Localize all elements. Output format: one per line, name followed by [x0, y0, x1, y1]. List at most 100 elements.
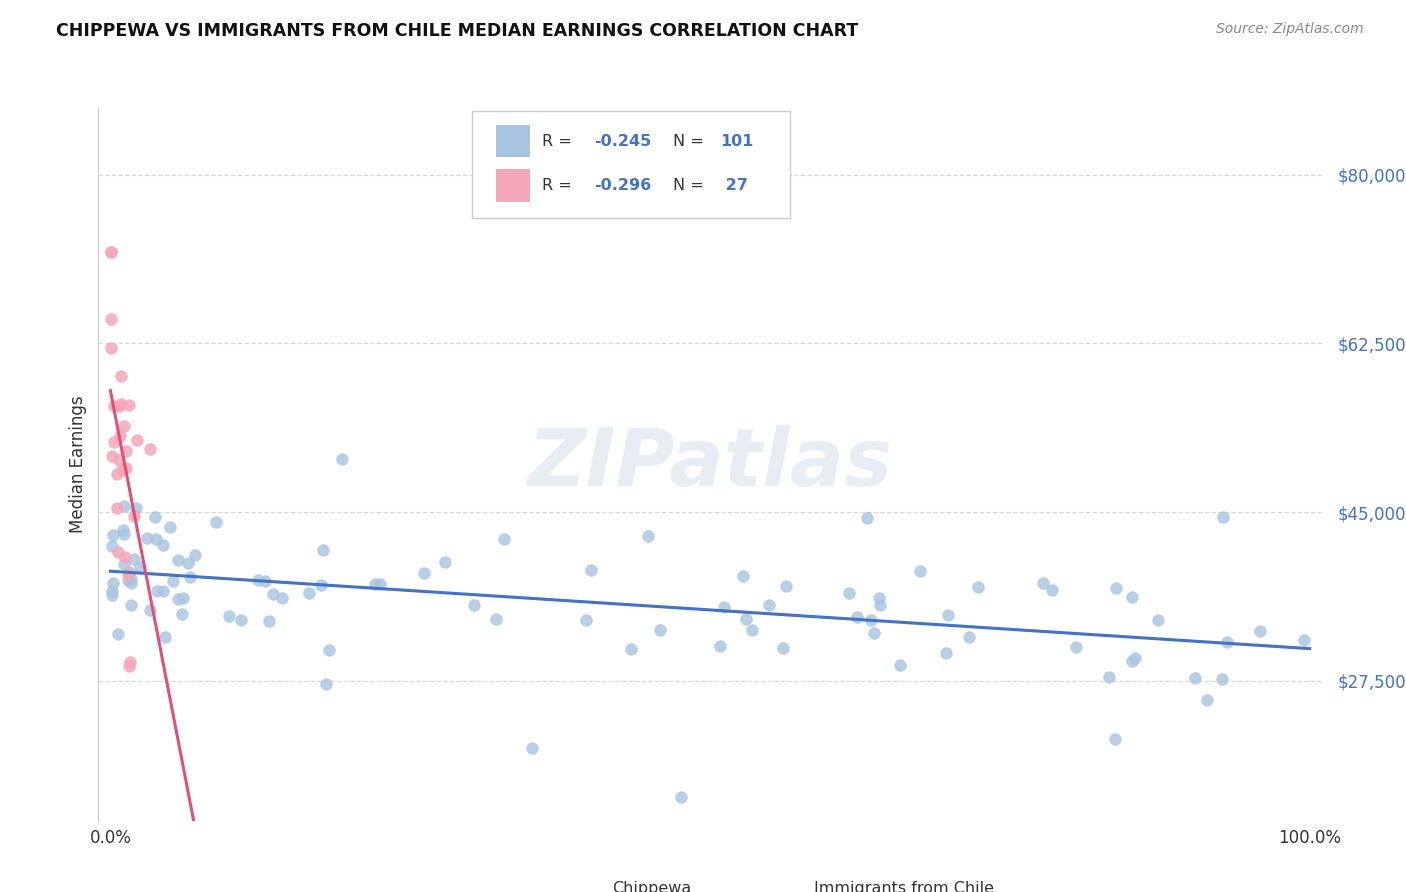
- Point: [262, 587, 284, 601]
- Point: [112, 499, 135, 513]
- Point: [118, 398, 141, 412]
- Point: [125, 500, 148, 515]
- Text: Source: ZipAtlas.com: Source: ZipAtlas.com: [1216, 22, 1364, 37]
- Point: [101, 527, 124, 541]
- Point: [170, 607, 193, 622]
- Point: [364, 576, 387, 591]
- Point: [270, 591, 292, 606]
- Point: [254, 574, 277, 589]
- Point: [713, 599, 735, 614]
- Text: CHIPPEWA VS IMMIGRANTS FROM CHILE MEDIAN EARNINGS CORRELATION CHART: CHIPPEWA VS IMMIGRANTS FROM CHILE MEDIAN…: [56, 22, 859, 40]
- Point: [860, 613, 883, 627]
- Point: [298, 586, 321, 600]
- Point: [669, 789, 692, 804]
- Point: [112, 557, 135, 571]
- Point: [103, 434, 125, 449]
- Point: [1104, 731, 1126, 746]
- Point: [110, 429, 132, 443]
- Text: -0.296: -0.296: [593, 178, 651, 193]
- Text: ZIPatlas: ZIPatlas: [527, 425, 893, 503]
- Point: [620, 642, 643, 657]
- Point: [330, 452, 353, 467]
- Point: [167, 592, 190, 607]
- Point: [167, 553, 190, 567]
- Point: [143, 509, 166, 524]
- Point: [1105, 581, 1128, 595]
- Point: [112, 527, 135, 541]
- Point: [1294, 632, 1316, 647]
- Point: [1216, 635, 1239, 649]
- Point: [309, 578, 332, 592]
- Point: [112, 523, 135, 537]
- Text: N =: N =: [673, 134, 709, 149]
- Point: [152, 584, 174, 599]
- Point: [775, 579, 797, 593]
- Point: [1212, 509, 1234, 524]
- Point: [758, 599, 780, 613]
- Point: [318, 643, 340, 657]
- FancyBboxPatch shape: [471, 111, 790, 218]
- Point: [100, 244, 122, 259]
- Point: [315, 676, 337, 690]
- Point: [648, 623, 671, 637]
- Point: [1123, 651, 1146, 665]
- Point: [579, 563, 602, 577]
- Point: [172, 591, 194, 606]
- Point: [122, 508, 145, 523]
- Point: [176, 556, 198, 570]
- Point: [146, 584, 169, 599]
- Point: [117, 567, 139, 582]
- Text: 27: 27: [720, 178, 748, 193]
- Point: [863, 626, 886, 640]
- Point: [205, 515, 228, 529]
- Point: [103, 399, 125, 413]
- Point: [100, 244, 122, 259]
- Point: [741, 624, 763, 638]
- Point: [957, 630, 980, 644]
- Point: [129, 559, 152, 574]
- Point: [122, 552, 145, 566]
- Point: [868, 591, 890, 606]
- Point: [159, 520, 181, 534]
- Point: [125, 433, 148, 447]
- Point: [114, 549, 136, 564]
- Point: [1121, 654, 1143, 668]
- Point: [434, 555, 457, 569]
- Text: N =: N =: [673, 178, 709, 193]
- Point: [100, 312, 122, 326]
- Point: [368, 577, 391, 591]
- Point: [257, 615, 280, 629]
- FancyBboxPatch shape: [496, 169, 530, 202]
- Point: [1097, 670, 1119, 684]
- Point: [101, 449, 124, 463]
- Text: Chippewa: Chippewa: [612, 881, 692, 892]
- Point: [115, 460, 138, 475]
- Point: [139, 442, 162, 456]
- Point: [101, 583, 124, 598]
- Point: [709, 639, 731, 653]
- Point: [108, 453, 131, 467]
- Point: [103, 576, 125, 591]
- Point: [935, 646, 957, 660]
- Point: [107, 545, 129, 559]
- Point: [101, 539, 124, 553]
- Point: [1147, 613, 1170, 627]
- Point: [105, 467, 128, 482]
- Point: [108, 399, 131, 413]
- Point: [734, 612, 756, 626]
- FancyBboxPatch shape: [765, 874, 804, 892]
- Point: [101, 588, 124, 602]
- Text: -0.245: -0.245: [593, 134, 651, 149]
- Point: [966, 581, 988, 595]
- Point: [838, 586, 860, 600]
- Point: [413, 566, 436, 580]
- FancyBboxPatch shape: [564, 874, 602, 892]
- Point: [120, 655, 142, 669]
- Point: [1211, 673, 1233, 687]
- Point: [1249, 624, 1271, 638]
- Point: [520, 741, 543, 756]
- Point: [110, 463, 132, 477]
- Point: [115, 443, 138, 458]
- Point: [247, 573, 270, 587]
- Point: [179, 570, 201, 584]
